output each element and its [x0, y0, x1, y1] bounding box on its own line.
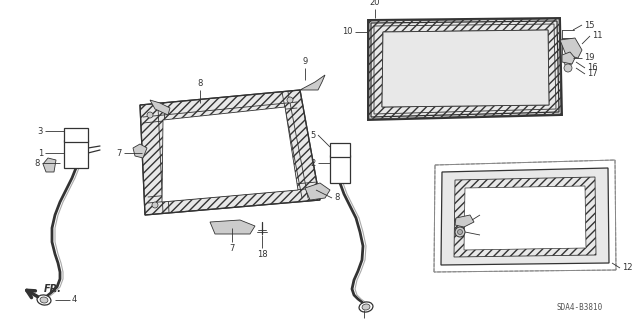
Text: 9: 9	[302, 57, 308, 66]
Polygon shape	[382, 30, 549, 107]
Circle shape	[147, 112, 153, 118]
Polygon shape	[300, 75, 325, 90]
Circle shape	[287, 97, 293, 103]
Bar	[330, 155, 350, 183]
Polygon shape	[441, 168, 609, 265]
Ellipse shape	[37, 295, 51, 305]
Circle shape	[152, 202, 158, 208]
Text: 15: 15	[584, 20, 595, 29]
Text: 11: 11	[592, 32, 602, 41]
Polygon shape	[382, 30, 549, 107]
Polygon shape	[150, 100, 170, 115]
Polygon shape	[368, 18, 562, 120]
Text: 16: 16	[587, 63, 598, 72]
Text: 2: 2	[311, 159, 316, 167]
Text: 7: 7	[116, 149, 122, 158]
Circle shape	[455, 227, 465, 237]
Text: 7: 7	[229, 244, 235, 253]
Text: 8: 8	[197, 79, 203, 88]
Text: 4: 4	[72, 295, 77, 305]
Polygon shape	[162, 107, 298, 202]
Polygon shape	[133, 144, 147, 158]
Polygon shape	[210, 220, 255, 234]
Text: 8: 8	[334, 194, 339, 203]
Text: 13: 13	[482, 211, 493, 219]
Polygon shape	[562, 52, 575, 64]
Ellipse shape	[40, 297, 48, 303]
Circle shape	[564, 58, 572, 66]
Ellipse shape	[359, 302, 373, 312]
Text: 1: 1	[38, 149, 43, 158]
Text: FR.: FR.	[44, 284, 62, 294]
Circle shape	[307, 187, 313, 193]
Text: SDA4-B3810: SDA4-B3810	[557, 303, 603, 313]
Text: 10: 10	[342, 27, 353, 36]
Bar	[330, 143, 350, 157]
Text: 5: 5	[311, 130, 316, 139]
Polygon shape	[455, 215, 474, 227]
Circle shape	[458, 229, 463, 234]
Ellipse shape	[362, 304, 370, 310]
Polygon shape	[43, 158, 56, 172]
Polygon shape	[305, 183, 330, 200]
Text: 14: 14	[482, 231, 493, 240]
Text: 3: 3	[38, 127, 43, 136]
Circle shape	[564, 64, 572, 72]
Text: 20: 20	[370, 0, 380, 7]
Text: 18: 18	[257, 250, 268, 259]
Polygon shape	[560, 38, 582, 58]
Bar	[64, 128, 88, 142]
Text: 12: 12	[622, 263, 632, 272]
Text: 8: 8	[35, 159, 40, 167]
Polygon shape	[464, 186, 586, 250]
Text: 19: 19	[584, 54, 595, 63]
Text: 17: 17	[587, 70, 598, 78]
Polygon shape	[454, 177, 596, 257]
Polygon shape	[140, 90, 320, 215]
Bar	[64, 140, 88, 168]
